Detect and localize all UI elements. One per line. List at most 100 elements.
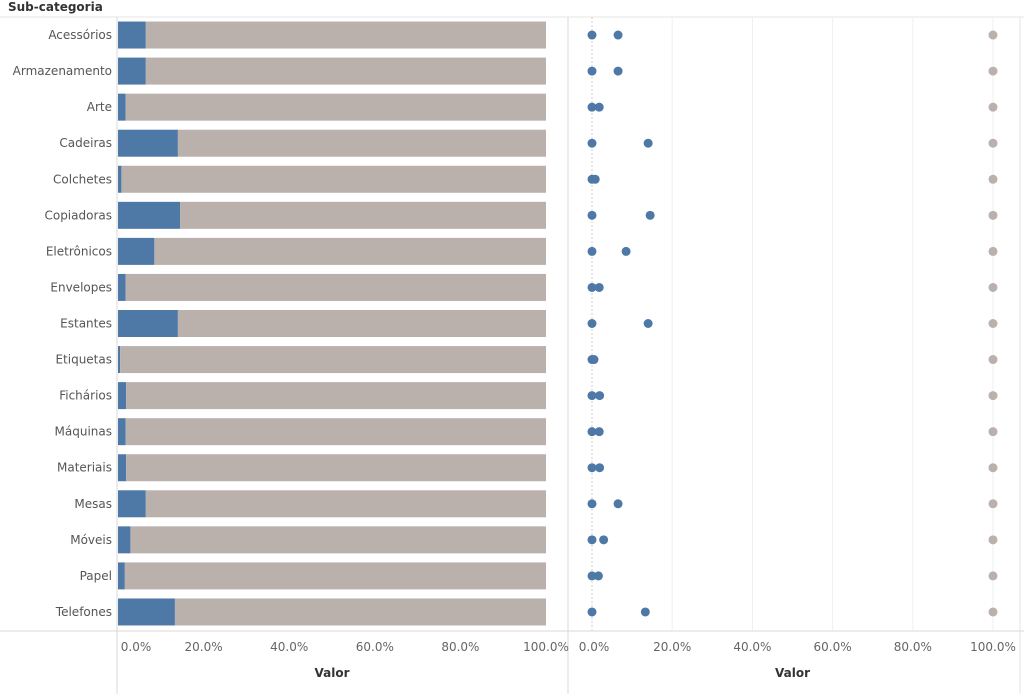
row-label: Envelopes bbox=[50, 280, 112, 294]
dot-point bbox=[988, 355, 998, 365]
bar-segment-share bbox=[118, 382, 127, 410]
x-tick-label: 20.0% bbox=[653, 640, 691, 654]
row-label: Máquinas bbox=[55, 425, 112, 439]
dot-point bbox=[643, 138, 653, 148]
x-tick-label: 80.0% bbox=[894, 640, 932, 654]
bar-segment-remainder bbox=[177, 129, 547, 157]
dot-point bbox=[587, 535, 597, 545]
row-label: Materiais bbox=[57, 461, 112, 475]
row-label: Telefones bbox=[55, 605, 112, 619]
dot-point bbox=[645, 210, 655, 220]
dot-point bbox=[587, 66, 597, 76]
row-label: Copiadoras bbox=[44, 208, 112, 222]
row-label: Etiquetas bbox=[55, 353, 112, 367]
row-label: Cadeiras bbox=[59, 136, 112, 150]
dot-point bbox=[988, 138, 998, 148]
dot-point bbox=[587, 427, 597, 437]
bar-segment-share bbox=[118, 21, 146, 49]
dot-point bbox=[589, 355, 599, 365]
row-header: Sub-categoria bbox=[8, 0, 103, 14]
bar-segment-remainder bbox=[120, 346, 546, 374]
bar-segment-share bbox=[118, 129, 178, 157]
bar-segment-share bbox=[118, 598, 175, 626]
bar-segment-share bbox=[118, 57, 146, 85]
bar-segment-remainder bbox=[177, 310, 547, 337]
dot-point bbox=[587, 138, 597, 148]
dot-point bbox=[587, 282, 597, 292]
bar-segment-remainder bbox=[125, 93, 546, 121]
bar-segment-remainder bbox=[126, 382, 546, 410]
bar-segment-share bbox=[118, 418, 126, 446]
x-tick-label: 60.0% bbox=[814, 640, 852, 654]
x-tick-label: 20.0% bbox=[185, 640, 223, 654]
dot-point bbox=[988, 174, 998, 184]
bar-segment-remainder bbox=[145, 57, 546, 85]
bar-segment-share bbox=[118, 490, 146, 518]
dot-point bbox=[594, 427, 604, 437]
bar-segment-share bbox=[118, 346, 121, 374]
bar-segment-share bbox=[118, 562, 125, 590]
dot-point bbox=[587, 499, 597, 509]
row-label: Arte bbox=[87, 100, 112, 114]
dot-point bbox=[587, 571, 597, 581]
dot-point bbox=[988, 427, 998, 437]
dot-point bbox=[594, 282, 604, 292]
dot-point bbox=[988, 463, 998, 473]
dot-point bbox=[988, 246, 998, 256]
dot-point bbox=[587, 246, 597, 256]
bar-segment-share bbox=[118, 237, 155, 265]
x-tick-label: 100.0% bbox=[523, 640, 569, 654]
bar-segment-remainder bbox=[130, 526, 547, 554]
row-label: Colchetes bbox=[53, 172, 112, 186]
dot-point bbox=[988, 102, 998, 112]
bar-segment-remainder bbox=[124, 562, 547, 590]
bar-segment-remainder bbox=[125, 273, 546, 301]
bar-segment-remainder bbox=[126, 454, 546, 482]
dot-point bbox=[988, 535, 998, 545]
dot-point bbox=[587, 102, 597, 112]
dot-point bbox=[587, 30, 597, 40]
x-tick-label: 0.0% bbox=[579, 640, 610, 654]
row-label: Acessórios bbox=[48, 28, 112, 42]
row-label: Eletrônicos bbox=[46, 244, 112, 258]
dot-point bbox=[593, 571, 603, 581]
dot-point bbox=[587, 319, 597, 328]
row-label: Papel bbox=[80, 569, 112, 583]
dot-point bbox=[587, 607, 597, 617]
x-tick-label: 80.0% bbox=[441, 640, 479, 654]
dot-point bbox=[988, 282, 998, 292]
dot-point bbox=[613, 30, 623, 40]
dot-point bbox=[640, 607, 650, 617]
x-tick-label: 0.0% bbox=[121, 640, 152, 654]
x-tick-label: 40.0% bbox=[733, 640, 771, 654]
dot-point bbox=[594, 102, 604, 112]
dot-point bbox=[587, 210, 597, 220]
row-label: Estantes bbox=[60, 317, 112, 331]
bar-segment-share bbox=[118, 273, 126, 301]
bar-segment-share bbox=[118, 93, 126, 121]
bar-segment-remainder bbox=[174, 598, 546, 626]
dot-point bbox=[988, 499, 998, 509]
dot-point bbox=[590, 174, 600, 184]
dot-point bbox=[621, 246, 631, 256]
dot-point bbox=[587, 463, 597, 473]
bar-segment-share bbox=[118, 201, 181, 229]
dot-point bbox=[988, 210, 998, 220]
row-label: Mesas bbox=[74, 497, 112, 511]
x-tick-label: 100.0% bbox=[970, 640, 1016, 654]
bar-segment-remainder bbox=[125, 418, 546, 446]
row-label: Fichários bbox=[59, 389, 112, 403]
dot-point bbox=[988, 607, 998, 617]
bar-segment-share bbox=[118, 526, 131, 554]
bar-segment-remainder bbox=[180, 201, 546, 229]
bar-segment-share bbox=[118, 165, 122, 193]
dot-point bbox=[988, 571, 998, 581]
bar-segment-share bbox=[118, 310, 178, 337]
x-axis-title: Valor bbox=[314, 666, 349, 680]
bar-segment-remainder bbox=[154, 237, 546, 265]
x-axis-title: Valor bbox=[775, 666, 810, 680]
dot-point bbox=[595, 391, 605, 401]
bar-segment-share bbox=[118, 454, 127, 482]
x-tick-label: 60.0% bbox=[356, 640, 394, 654]
